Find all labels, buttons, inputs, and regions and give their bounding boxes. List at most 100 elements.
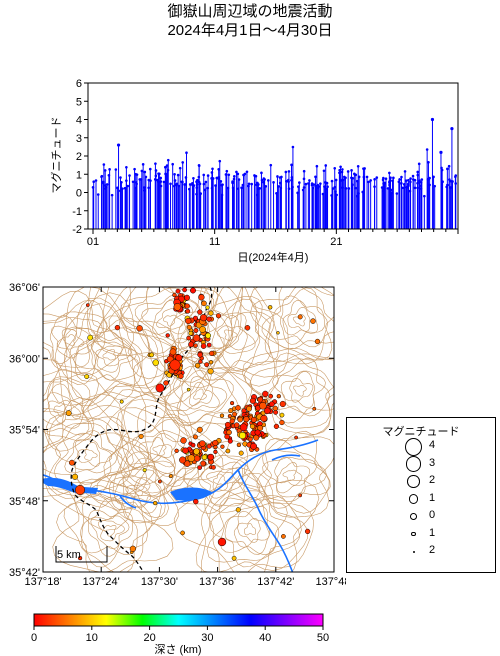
- epicenter-marker: [199, 440, 206, 447]
- contour-line: [149, 436, 173, 462]
- lake: [170, 487, 212, 501]
- contour-line: [272, 370, 326, 414]
- magnitude-point: [314, 184, 318, 188]
- epicenter-marker: [235, 507, 241, 513]
- contour-line: [188, 381, 213, 406]
- legend-entry: 2: [347, 473, 495, 490]
- contour-line: [186, 442, 261, 515]
- contour-line: [178, 296, 271, 371]
- magnitude-point: [206, 186, 210, 190]
- epicenter-marker: [207, 453, 215, 461]
- magnitude-point: [291, 145, 295, 149]
- magnitude-point: [103, 169, 107, 172]
- magnitude-point: [319, 182, 322, 185]
- epicenter-marker: [209, 350, 215, 357]
- magnitude-point: [388, 171, 391, 175]
- epicenter-marker: [276, 394, 281, 399]
- epicenter-marker: [250, 442, 258, 450]
- magnitude-point: [178, 166, 182, 170]
- epicenter-marker: [200, 460, 207, 467]
- magnitude-point: [334, 178, 338, 182]
- magnitude-point: [441, 180, 444, 184]
- contour-line: [237, 517, 261, 543]
- epicenter-marker: [198, 294, 205, 301]
- magnitude-point: [324, 164, 328, 167]
- epicenter-marker: [257, 425, 264, 431]
- magnitude-point: [361, 190, 365, 194]
- epicenter-marker: [279, 419, 285, 426]
- magnitude-point: [204, 180, 208, 184]
- contour-line: [243, 430, 330, 514]
- x-axis-ticks: 01 11 21: [87, 229, 459, 248]
- epicenter-marker: [243, 416, 250, 423]
- epicenter-marker: [193, 328, 199, 333]
- epicenter-marker: [228, 408, 234, 414]
- magnitude-point: [334, 190, 337, 193]
- magnitude-point: [235, 170, 238, 174]
- legend-symbol: [407, 475, 420, 488]
- lat-tick-label: 36°06': [9, 282, 40, 294]
- magnitude-point: [226, 186, 230, 190]
- magnitude-point: [149, 179, 152, 182]
- epicenter-marker: [169, 348, 177, 356]
- epicenter-marker: [312, 406, 317, 411]
- magnitude-point: [121, 187, 124, 190]
- epicenter-marker: [180, 437, 187, 444]
- magnitude-point: [344, 187, 348, 190]
- magnitude-point: [253, 174, 256, 177]
- magnitude-point: [290, 163, 293, 167]
- magnitude-stems: [91, 117, 458, 229]
- legend-symbol: [410, 513, 417, 520]
- epicenter-marker: [229, 418, 235, 424]
- magnitude-point: [405, 185, 409, 189]
- lat-tick-label: 35°48': [9, 496, 40, 508]
- magnitude-point: [148, 167, 152, 171]
- magnitude-point: [124, 187, 127, 190]
- magnitude-point: [94, 179, 98, 182]
- magnitude-point: [185, 151, 188, 155]
- magnitude-point: [128, 174, 131, 177]
- magnitude-point: [110, 193, 114, 197]
- epicenter-marker: [163, 380, 169, 386]
- contour-line: [43, 317, 103, 368]
- magnitude-point: [227, 173, 231, 177]
- epicenter-marker: [268, 305, 273, 310]
- contour-line: [173, 366, 234, 426]
- magnitude-point: [247, 184, 250, 188]
- magnitude-point: [181, 180, 184, 184]
- magnitude-point: [108, 168, 111, 171]
- magnitude-point: [407, 182, 410, 186]
- epicenter-marker: [186, 335, 191, 341]
- epicenter-marker: [248, 436, 253, 442]
- contour-line: [56, 328, 85, 350]
- magnitude-point: [335, 193, 338, 197]
- magnitude-point: [232, 177, 236, 181]
- magnitude-point: [169, 182, 172, 186]
- legend-label: 1: [429, 491, 436, 504]
- magnitude-point: [346, 170, 350, 173]
- contour-line: [64, 317, 151, 400]
- epicenter-marker: [136, 325, 143, 332]
- contour-line: [152, 445, 167, 456]
- contour-line: [193, 388, 207, 401]
- contour-line: [43, 290, 124, 376]
- contour-line: [200, 465, 241, 499]
- contour-line: [206, 470, 234, 492]
- magnitude-point: [416, 170, 420, 174]
- epicenter-marker: [196, 426, 203, 433]
- epicenter-marker: [138, 433, 144, 439]
- lon-tick-label: 137°42': [257, 576, 294, 585]
- topographic-contours: [43, 287, 334, 572]
- magnitude-point: [126, 184, 130, 188]
- epicenter-marker: [199, 326, 206, 333]
- magnitude-point: [317, 185, 321, 188]
- epicenter-marker: [65, 410, 72, 417]
- legend-label: 2: [429, 544, 436, 556]
- contour-line: [109, 457, 166, 519]
- magnitude-point: [314, 175, 317, 179]
- epicenter-marker: [310, 318, 316, 324]
- epicenter-marker: [182, 447, 189, 454]
- contour-line: [97, 520, 125, 542]
- magnitude-point: [267, 179, 270, 182]
- contour-line: [188, 287, 280, 381]
